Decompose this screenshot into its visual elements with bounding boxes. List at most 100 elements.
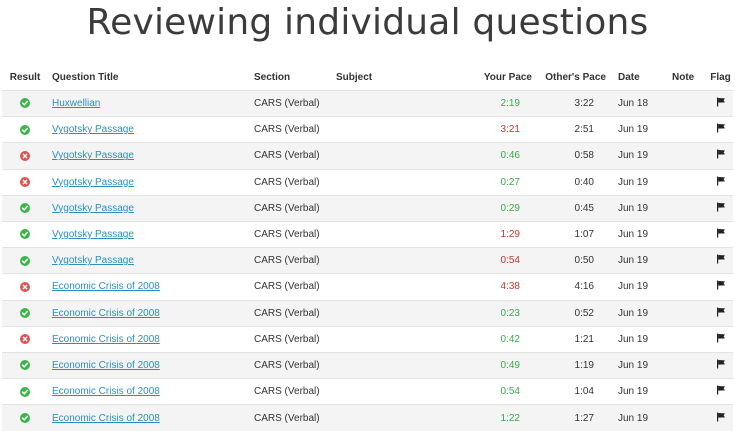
question-title-link[interactable]: Economic Crisis of 2008 <box>52 386 160 398</box>
x-icon <box>22 336 28 342</box>
header-note[interactable]: Note <box>672 71 695 83</box>
question-title-cell: Vygotsky Passage <box>48 142 254 170</box>
table-row[interactable]: Vygotsky Passage CARS (Verbal) 0:46 0:58… <box>2 142 733 170</box>
question-title-link[interactable]: Vygotsky Passage <box>52 124 134 136</box>
note-cell[interactable] <box>672 168 708 196</box>
flag-icon[interactable] <box>716 149 726 162</box>
x-icon <box>22 179 28 185</box>
note-cell[interactable] <box>672 404 708 431</box>
question-title-link[interactable]: Economic Crisis of 2008 <box>52 281 160 293</box>
subject-cell <box>336 194 446 222</box>
note-cell[interactable] <box>672 378 708 405</box>
note-cell[interactable] <box>672 116 708 143</box>
flag-icon[interactable] <box>716 307 726 320</box>
flag-icon[interactable] <box>716 123 726 136</box>
question-title-link[interactable]: Vygotsky Passage <box>52 255 134 267</box>
others-pace-cell: 1:21 <box>532 325 606 353</box>
question-title-link[interactable]: Vygotsky Passage <box>52 202 134 214</box>
section-cell: CARS (Verbal) <box>254 89 336 117</box>
note-cell[interactable] <box>672 89 708 117</box>
your-pace-value: 4:38 <box>500 281 520 293</box>
flag-icon[interactable] <box>716 385 726 398</box>
your-pace-value: 0:42 <box>500 333 520 345</box>
header-section[interactable]: Section <box>254 71 291 83</box>
others-pace-value: 0:50 <box>574 255 594 267</box>
flag-icon[interactable] <box>716 412 726 425</box>
note-cell[interactable] <box>672 194 708 222</box>
your-pace-cell: 0:23 <box>446 299 532 327</box>
check-icon <box>21 205 29 211</box>
table-row[interactable]: Huxwellian CARS (Verbal) 2:19 3:22 Jun 1… <box>2 89 733 117</box>
flag-icon[interactable] <box>716 333 726 346</box>
note-cell[interactable] <box>672 299 708 327</box>
flag-icon[interactable] <box>716 97 726 110</box>
header-question-title[interactable]: Question Title <box>52 71 119 83</box>
table-row[interactable]: Vygotsky Passage CARS (Verbal) 3:21 2:51… <box>2 116 733 143</box>
subject-cell <box>336 404 446 431</box>
table-row[interactable]: Economic Crisis of 2008 CARS (Verbal) 4:… <box>2 273 733 300</box>
header-others-pace[interactable]: Other's Pace <box>532 64 606 91</box>
flag-icon[interactable] <box>716 280 726 293</box>
result-cell <box>2 404 48 431</box>
note-cell[interactable] <box>672 325 708 353</box>
header-result[interactable]: Result <box>9 71 41 83</box>
flag-cell <box>708 378 733 405</box>
section-cell: CARS (Verbal) <box>254 247 336 274</box>
result-cell <box>2 247 48 274</box>
question-title-link[interactable]: Economic Crisis of 2008 <box>52 333 160 345</box>
others-pace-cell: 0:50 <box>532 247 606 274</box>
header-subject[interactable]: Subject <box>336 71 373 83</box>
table-row[interactable]: Economic Crisis of 2008 CARS (Verbal) 0:… <box>2 378 733 405</box>
subject-cell <box>336 142 446 170</box>
question-title-link[interactable]: Economic Crisis of 2008 <box>52 307 160 319</box>
table-row[interactable]: Vygotsky Passage CARS (Verbal) 1:29 1:07… <box>2 220 733 248</box>
header-flag[interactable]: Flag <box>710 71 731 83</box>
question-title-link[interactable]: Huxwellian <box>52 98 101 110</box>
flag-icon[interactable] <box>716 359 726 372</box>
correct-check-icon <box>20 255 30 266</box>
table-row[interactable]: Vygotsky Passage CARS (Verbal) 0:29 0:45… <box>2 194 733 222</box>
flag-cell <box>708 220 733 248</box>
check-icon <box>21 232 29 237</box>
table-row[interactable]: Economic Crisis of 2008 CARS (Verbal) 0:… <box>2 299 733 327</box>
header-date[interactable]: Date <box>618 71 640 83</box>
question-title-link[interactable]: Economic Crisis of 2008 <box>52 412 160 424</box>
your-pace-value: 0:46 <box>500 150 520 162</box>
section-cell: CARS (Verbal) <box>254 273 336 300</box>
note-cell[interactable] <box>672 247 708 274</box>
question-title-cell: Economic Crisis of 2008 <box>48 404 254 431</box>
table-row[interactable]: Economic Crisis of 2008 CARS (Verbal) 1:… <box>2 404 733 431</box>
flag-cell <box>708 351 733 379</box>
table-row[interactable]: Vygotsky Passage CARS (Verbal) 0:54 0:50… <box>2 247 733 274</box>
table-row[interactable]: Vygotsky Passage CARS (Verbal) 0:27 0:40… <box>2 168 733 196</box>
note-cell[interactable] <box>672 142 708 170</box>
subject-cell <box>336 168 446 196</box>
date-cell: Jun 19 <box>606 351 672 379</box>
question-title-cell: Economic Crisis of 2008 <box>48 299 254 327</box>
note-cell[interactable] <box>672 273 708 300</box>
others-pace-value: 0:40 <box>574 176 594 188</box>
question-title-link[interactable]: Vygotsky Passage <box>52 176 134 188</box>
others-pace-value: 4:16 <box>574 281 594 293</box>
others-pace-cell: 1:19 <box>532 351 606 379</box>
table-row[interactable]: Economic Crisis of 2008 CARS (Verbal) 0:… <box>2 325 733 353</box>
correct-check-icon <box>20 98 30 109</box>
note-cell[interactable] <box>672 220 708 248</box>
others-pace-value: 0:52 <box>574 307 594 319</box>
your-pace-value: 0:23 <box>500 307 520 319</box>
question-title-link[interactable]: Vygotsky Passage <box>52 150 134 162</box>
flag-icon[interactable] <box>716 202 726 215</box>
flag-icon[interactable] <box>716 254 726 267</box>
table-row[interactable]: Economic Crisis of 2008 CARS (Verbal) 0:… <box>2 351 733 379</box>
note-cell[interactable] <box>672 351 708 379</box>
result-cell <box>2 325 48 353</box>
result-cell <box>2 351 48 379</box>
question-title-link[interactable]: Vygotsky Passage <box>52 229 134 241</box>
flag-icon[interactable] <box>716 228 726 241</box>
flag-icon[interactable] <box>716 176 726 189</box>
question-title-link[interactable]: Economic Crisis of 2008 <box>52 359 160 371</box>
flag-cell <box>708 168 733 196</box>
your-pace-cell: 1:22 <box>446 404 532 431</box>
header-your-pace[interactable]: Your Pace <box>446 64 532 91</box>
others-pace-cell: 0:45 <box>532 194 606 222</box>
